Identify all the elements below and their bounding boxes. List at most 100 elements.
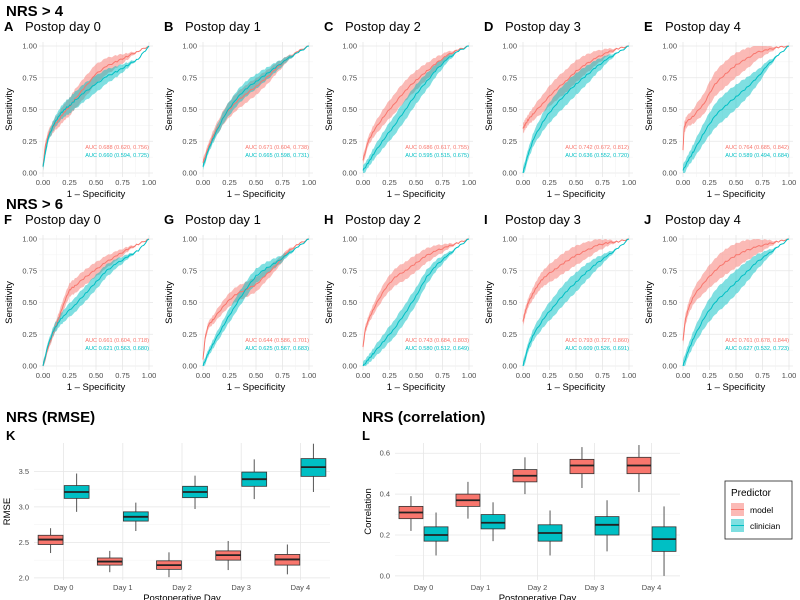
x-tick-label: 1.00 [462,178,477,187]
panel-label: K [6,428,16,443]
y-tick-label: 0.50 [22,298,37,307]
x-tick-label: 1.00 [462,371,477,380]
y-tick-label: 0.00 [502,362,517,371]
y-tick-label: 0.25 [502,137,517,146]
model-box [215,540,242,571]
box-iqr [569,458,595,475]
clinician-roc-line [362,238,470,367]
model-auc-label: AUC 0.764 (0.685, 0.842) [725,145,789,151]
x-tick-label: 0.75 [275,178,290,187]
x-axis-label: 1 – Specificity [547,189,606,200]
y-tick-label: 0.50 [502,298,517,307]
x-tick-label: 0.25 [222,371,237,380]
legend-label-clinician: clinician [750,521,781,531]
x-tick-label: 0.00 [196,371,211,380]
y-tick-label: 0.00 [662,362,677,371]
y-axis-label: RMSE [2,498,13,525]
model-roc-line [682,238,789,341]
box-iqr [423,526,449,542]
panel-title: Postop day 4 [665,212,741,227]
panel-title: Postop day 1 [185,212,261,227]
y-tick-label: 0.25 [22,137,37,146]
section-title-nrs6: NRS > 6 [6,196,63,213]
y-tick-label: 0.50 [662,298,677,307]
x-tick-label: 0.25 [382,371,397,380]
y-tick-label: 0.50 [502,105,517,114]
y-tick-label: 0.25 [342,330,357,339]
y-tick-label: 0.75 [502,73,517,82]
model-ci-ribbon [363,239,469,351]
model-ci-ribbon [203,239,309,364]
clinician-ci-ribbon [363,46,469,173]
x-tick-label: 1.00 [622,178,637,187]
panel-title: Postop day 0 [25,19,101,34]
y-tick-label: 0.25 [182,330,197,339]
roc-panel-C: C Postop day 2 0.00 0.25 0.50 0.75 1.00 0.00 0.2… [324,19,476,200]
y-tick-label: 0.25 [22,330,37,339]
y-tick-label: 1.00 [22,42,37,51]
model-box [37,528,64,554]
y-tick-label: 0.75 [22,73,37,82]
y-tick-label: 1.00 [502,235,517,244]
model-auc-label: AUC 0.743 (0.684, 0.803) [405,338,469,344]
model-roc-line [42,45,150,167]
x-axis-label: 1 – Specificity [67,189,126,200]
x-tick-label: 0.25 [702,371,717,380]
x-tick-label: 0.75 [595,371,610,380]
section-title-nrs4: NRS > 4 [6,3,64,20]
model-auc-label: AUC 0.661 (0.604, 0.718) [85,338,149,344]
y-tick-label: 1.00 [182,42,197,51]
model-auc-label: AUC 0.688 (0.620, 0.756) [85,145,149,151]
x-tick-label: 0.50 [249,178,264,187]
x-tick-label: 0.50 [729,371,744,380]
y-tick-label: 0.75 [662,266,677,275]
y-axis-label: Sensitivity [644,88,655,131]
clinician-box [651,506,677,576]
y-tick-label: 0.00 [182,362,197,371]
clinician-auc-label: AUC 0.589 (0.494, 0.684) [725,153,789,159]
model-box [512,457,538,495]
x-tick-label: 1.00 [302,371,317,380]
x-tick-label: Day 1 [471,583,491,592]
y-tick-label: 0.00 [662,169,677,178]
y-tick-label: 0.75 [342,73,357,82]
y-axis-label: Sensitivity [324,281,335,324]
model-box [455,481,481,519]
x-tick-label: Day 3 [585,583,605,592]
y-axis-label: Sensitivity [164,281,175,324]
model-box [274,544,301,575]
y-tick-label: 2.0 [19,573,29,582]
y-tick-label: 1.00 [182,235,197,244]
x-tick-label: 0.00 [516,371,531,380]
x-tick-label: 0.50 [409,371,424,380]
panel-label: G [164,212,174,227]
x-tick-label: 1.00 [622,371,637,380]
x-tick-label: Day 1 [113,583,133,592]
roc-panel-D: D Postop day 3 0.00 0.25 0.50 0.75 1.00 0.00 0.2… [484,19,636,200]
panel-label: E [644,19,653,34]
panel-title: Postop day 3 [505,212,581,227]
x-tick-label: 0.25 [542,371,557,380]
box-panel-K: K 2.0 2.5 3.0 3.5 Day 0 Day 1 Day 2 Day 3 Day 4 Po… [2,428,330,600]
section-title-correlation: NRS (correlation) [362,409,485,426]
model-ci-ribbon [523,239,629,327]
y-tick-label: 0.4 [380,490,390,499]
y-tick-label: 0.25 [662,137,677,146]
y-tick-label: 1.00 [662,235,677,244]
y-tick-label: 0.50 [662,105,677,114]
x-tick-label: Day 0 [414,583,434,592]
x-tick-label: Day 2 [528,583,548,592]
x-tick-label: 0.25 [62,371,77,380]
x-axis-label: Postoperative Day [143,593,221,600]
x-tick-label: 0.25 [222,178,237,187]
clinician-roc-line [682,45,790,171]
panel-label: C [324,19,334,34]
panel-label: D [484,19,493,34]
x-tick-label: 0.50 [89,178,104,187]
x-tick-label: 1.00 [782,178,797,187]
y-axis-label: Sensitivity [484,88,495,131]
clinician-box [537,510,563,556]
panel-title: Postop day 0 [25,212,101,227]
x-tick-label: 0.00 [676,178,691,187]
y-tick-label: 0.50 [22,105,37,114]
